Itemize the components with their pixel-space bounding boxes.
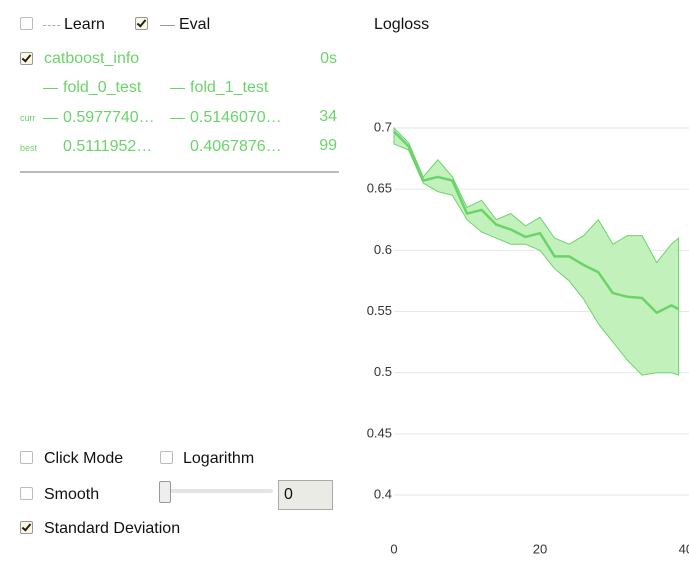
metric-value: 0.5111952… xyxy=(63,138,153,155)
run-time: 0s xyxy=(320,50,337,67)
row-label: best xyxy=(20,143,38,153)
learn-label[interactable]: Learn xyxy=(64,16,105,33)
slider-handle[interactable] xyxy=(159,481,171,503)
std-dev-checkbox[interactable] xyxy=(20,521,33,534)
smooth-label[interactable]: Smooth xyxy=(44,486,100,503)
logarithm-checkbox[interactable] xyxy=(160,451,173,464)
x-tick-label: 0 xyxy=(390,541,397,556)
line-icon xyxy=(43,118,58,119)
click-mode-label[interactable]: Click Mode xyxy=(44,450,124,467)
eval-label[interactable]: Eval xyxy=(179,16,211,33)
y-tick-label: 0.5 xyxy=(374,364,392,379)
click-mode-checkbox[interactable] xyxy=(20,451,33,464)
y-tick-label: 0.6 xyxy=(374,242,392,257)
eval-checkbox[interactable] xyxy=(135,17,148,30)
x-tick-label: 40 xyxy=(679,541,689,556)
x-tick-label: 20 xyxy=(533,541,547,556)
row-label: curr xyxy=(20,113,36,123)
y-tick-label: 0.45 xyxy=(367,425,392,440)
slider-track[interactable] xyxy=(160,489,273,493)
logarithm-label[interactable]: Logarithm xyxy=(183,450,255,467)
learn-checkbox[interactable] xyxy=(20,17,33,30)
line-icon xyxy=(170,118,185,119)
line-icon xyxy=(43,88,58,89)
y-tick-label: 0.55 xyxy=(367,303,392,318)
iteration: 34 xyxy=(319,108,337,125)
chart-title: Logloss xyxy=(374,16,429,33)
learn-line-icon xyxy=(43,25,60,26)
y-tick-label: 0.65 xyxy=(367,181,392,196)
iteration: 99 xyxy=(319,137,337,154)
smooth-checkbox[interactable] xyxy=(20,487,33,500)
column-name[interactable]: fold_0_test xyxy=(63,79,142,96)
smooth-input-value[interactable]: 0 xyxy=(284,486,293,503)
eval-line-icon xyxy=(160,25,175,26)
metric-value: 0.5977740… xyxy=(63,109,155,126)
y-tick-label: 0.7 xyxy=(374,119,392,134)
run-name[interactable]: catboost_info xyxy=(44,50,140,67)
std-dev-label[interactable]: Standard Deviation xyxy=(44,520,181,537)
mean-line xyxy=(393,130,680,314)
std-dev-band xyxy=(393,126,680,376)
smooth-input[interactable]: 0 xyxy=(278,480,333,510)
run-checkbox[interactable] xyxy=(20,52,33,65)
y-tick-label: 0.4 xyxy=(374,486,392,501)
line-icon xyxy=(170,88,185,89)
separator xyxy=(20,171,339,173)
metric-value: 0.4067876… xyxy=(190,138,282,155)
column-name[interactable]: fold_1_test xyxy=(190,79,269,96)
metric-value: 0.5146070… xyxy=(190,109,282,126)
